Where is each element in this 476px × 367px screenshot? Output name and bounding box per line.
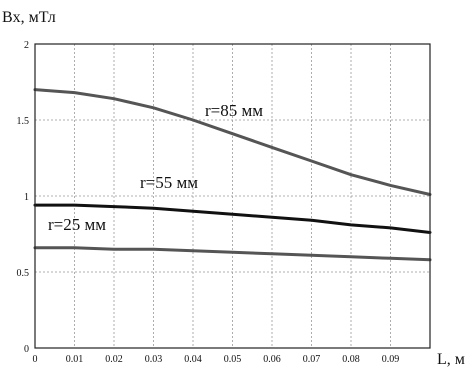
series-label: r=25 мм bbox=[48, 215, 106, 234]
x-tick-label: 0 bbox=[33, 354, 38, 365]
series-label: r=55 мм bbox=[140, 173, 198, 192]
x-tick-label: 0.03 bbox=[145, 354, 163, 365]
grid bbox=[35, 44, 430, 348]
x-axis-label: L, м bbox=[437, 351, 465, 367]
y-tick-label: 2 bbox=[24, 40, 29, 51]
series-line bbox=[33, 246, 432, 262]
y-tick-label: 1 bbox=[24, 192, 29, 203]
x-tick-label: 0.06 bbox=[263, 354, 281, 365]
series-line bbox=[33, 88, 432, 196]
x-tick-label: 0.02 bbox=[105, 354, 123, 365]
series-labels: r=85 мм r=55 мм r=25 мм bbox=[48, 101, 263, 234]
x-tick-label: 0.04 bbox=[184, 354, 202, 365]
y-tick-label: 0.5 bbox=[17, 268, 30, 279]
x-tick-label: 0.01 bbox=[66, 354, 84, 365]
x-tick-label: 0.09 bbox=[382, 354, 400, 365]
y-tick-label: 0 bbox=[24, 344, 29, 355]
y-tick-label: 1.5 bbox=[17, 116, 30, 127]
plot-frame bbox=[34, 43, 431, 349]
y-tick-labels: 0 0.5 1 1.5 2 bbox=[17, 40, 30, 355]
y-axis-label: Bx, мТл bbox=[2, 9, 56, 26]
series-label: r=85 мм bbox=[205, 101, 263, 120]
x-tick-label: 0.07 bbox=[303, 354, 321, 365]
x-tick-labels: 0 0.01 0.02 0.03 0.04 0.05 0.06 0.07 0.08 0.09 bbox=[33, 354, 400, 365]
x-tick-label: 0.08 bbox=[342, 354, 360, 365]
x-tick-label: 0.05 bbox=[224, 354, 242, 365]
series-lines bbox=[33, 88, 432, 262]
series-line bbox=[33, 203, 432, 234]
